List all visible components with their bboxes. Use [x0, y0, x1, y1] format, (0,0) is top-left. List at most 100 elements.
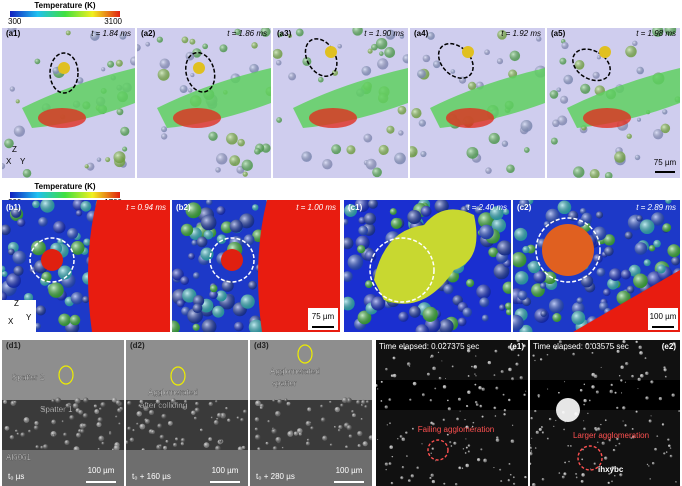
particle-shade: [363, 133, 373, 143]
hot-zone: [583, 108, 631, 128]
particle-shade: [434, 200, 449, 214]
substrate: [250, 450, 372, 486]
hot-zone: [309, 108, 357, 128]
particle-shade: [488, 247, 499, 258]
particle-shade: [296, 428, 303, 434]
particle-shade: [2, 162, 6, 170]
particle-shade: [430, 473, 434, 477]
particle-shade: [209, 290, 218, 300]
particle-shade: [589, 169, 600, 178]
panel: [137, 28, 271, 178]
particle-shade: [12, 250, 27, 265]
particle-shade: [132, 429, 135, 432]
particle-shade: [13, 265, 24, 276]
particle-shade: [567, 444, 570, 447]
particle-shade: [399, 435, 403, 438]
particle-shade: [400, 476, 404, 480]
particle-shade: [384, 405, 388, 409]
scale-box: [308, 308, 338, 330]
particle-shade: [361, 65, 372, 76]
particle-shade: [446, 433, 449, 436]
panel-label: (e1): [510, 342, 525, 351]
particle-shade: [86, 162, 95, 171]
particle-shade: [158, 444, 163, 448]
particle-shade: [510, 439, 515, 443]
particle-shade: [620, 269, 631, 280]
particle-shade: [22, 169, 32, 178]
panel-bg: [530, 340, 680, 486]
agglomeration-circle: [577, 445, 603, 471]
particle-shade: [182, 405, 187, 410]
particle-shade: [377, 58, 389, 70]
particle-shade: [406, 362, 411, 366]
panel: [273, 28, 408, 178]
particle-shade: [505, 308, 511, 316]
particle-shade: [119, 32, 127, 40]
particle-shade: [534, 409, 537, 413]
scale-bar: [652, 326, 674, 328]
particle-shade: [272, 427, 275, 430]
particle-shade: [83, 397, 89, 403]
particle-shade: [322, 435, 328, 441]
particle-shade: [432, 422, 435, 426]
particle-shade: [191, 410, 196, 415]
particle-shade: [260, 28, 271, 37]
particle-shade: [664, 375, 667, 378]
particle-shade: [410, 474, 414, 478]
particle-shade: [159, 434, 165, 440]
particle-shade: [613, 346, 615, 348]
particle-shade: [406, 455, 408, 457]
particle-shade: [167, 420, 173, 426]
particle-shade: [603, 234, 615, 246]
particle-shade: [432, 60, 441, 69]
particle-shade: [100, 401, 106, 408]
particle-shade: [524, 147, 530, 153]
particle-shade: [391, 455, 394, 458]
particle-shade: [143, 405, 149, 412]
particle-shade: [523, 393, 526, 397]
particle-shade: [215, 400, 218, 403]
particle-shade: [249, 63, 259, 74]
particle-shade: [418, 119, 426, 127]
spatter: [599, 46, 611, 58]
particle-shade: [632, 435, 635, 439]
particle-shade: [608, 439, 611, 442]
particle-shade: [398, 130, 404, 136]
particle-shade: [593, 462, 596, 465]
particle-shade: [139, 399, 144, 404]
particle-shade: [511, 347, 515, 351]
particle-shade: [98, 435, 105, 442]
spatter-circle: [58, 365, 74, 385]
particle-shade: [453, 441, 457, 445]
particle-shade: [216, 412, 222, 418]
particle-shade: [157, 68, 170, 81]
particle-shade: [612, 448, 616, 452]
particle-shade: [399, 34, 405, 39]
particle-shade: [384, 462, 389, 466]
particle-shade: [508, 398, 511, 402]
particle-shade: [555, 419, 557, 422]
particle-shade: [156, 36, 163, 43]
particle-shade: [179, 85, 188, 94]
particle-shade: [390, 481, 394, 485]
particle-shade: [491, 218, 506, 233]
particle-shade: [478, 212, 495, 229]
scale-bar: [312, 326, 334, 328]
particle-shade: [8, 248, 15, 256]
particle-shade: [509, 473, 512, 476]
particle-shade: [662, 109, 668, 115]
particle-shade: [96, 422, 102, 428]
particle-shade: [192, 323, 200, 331]
particle-shade: [441, 360, 443, 362]
particle-shade: [364, 249, 376, 262]
particle-shade: [109, 431, 112, 434]
particle-shade: [340, 403, 344, 408]
particle-shade: [571, 302, 585, 315]
particle-shade: [150, 429, 156, 435]
particle-shade: [552, 119, 560, 128]
particle-shade: [122, 146, 128, 152]
particle-shade: [117, 408, 122, 413]
particle-shade: [609, 389, 614, 394]
particle-shade: [220, 221, 233, 234]
annotation: Agglomerated: [270, 367, 320, 376]
